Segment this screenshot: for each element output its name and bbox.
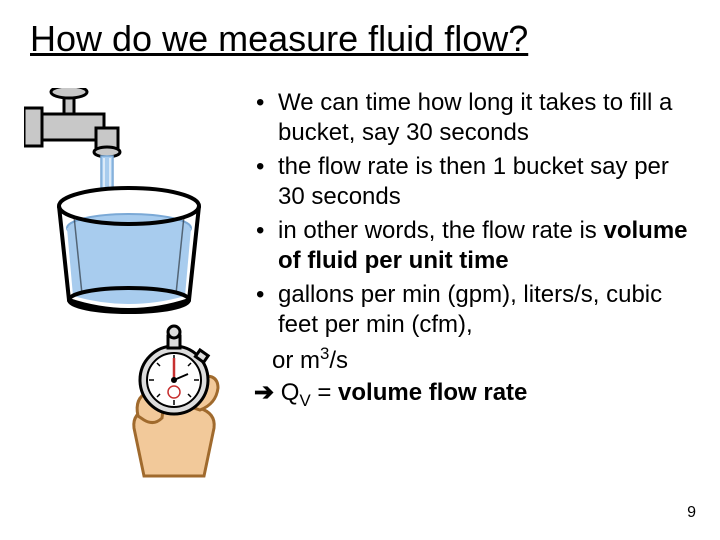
or-line: or m3/s bbox=[254, 344, 696, 376]
bullet-2: the flow rate is then 1 bucket say per 3… bbox=[254, 152, 696, 212]
bullet-1: We can time how long it takes to fill a … bbox=[254, 88, 696, 148]
bold-phrase: volume of fluid per unit time bbox=[278, 217, 688, 274]
bullet-list: We can time how long it takes to fill a … bbox=[254, 88, 696, 412]
bullet-4: gallons per min (gpm), liters/s, cubic f… bbox=[254, 280, 696, 340]
arrow-icon: ➔ bbox=[254, 379, 274, 406]
content-row: We can time how long it takes to fill a … bbox=[24, 88, 696, 412]
flow-rate-label: volume flow rate bbox=[338, 379, 527, 406]
stopwatch-hand-illustration bbox=[104, 318, 244, 478]
bullet-3: in other words, the flow rate is volume … bbox=[254, 216, 696, 276]
page-number: 9 bbox=[687, 504, 696, 522]
graphics-column bbox=[24, 88, 254, 412]
slide-title: How do we measure fluid flow? bbox=[30, 18, 696, 60]
faucet-bucket-illustration bbox=[24, 88, 234, 318]
conclusion-line: ➔ QV = volume flow rate bbox=[254, 378, 696, 412]
